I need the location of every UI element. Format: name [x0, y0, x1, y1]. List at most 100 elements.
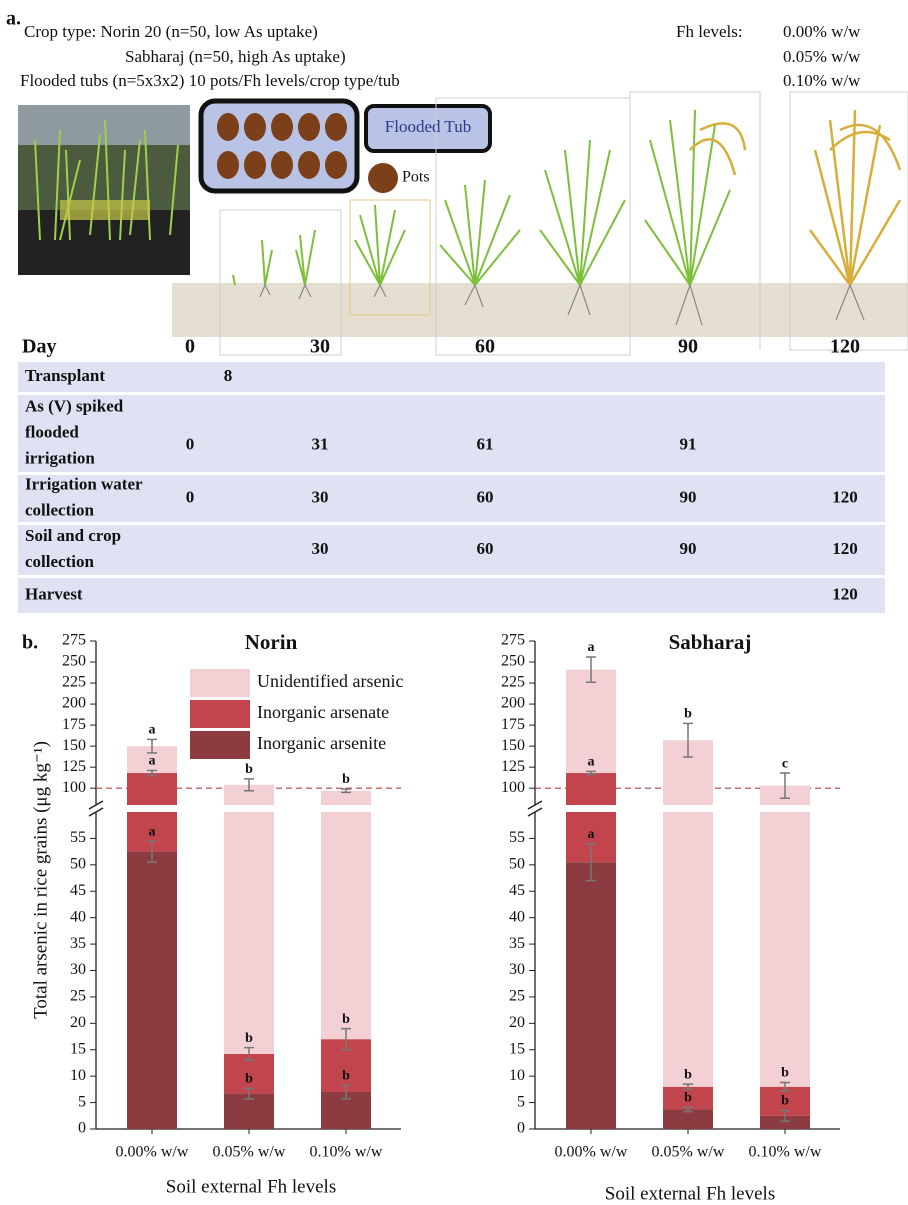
error-bar: [147, 738, 157, 754]
error-bar: [683, 722, 693, 758]
y-tick-label: 225: [62, 674, 86, 691]
significance-letter: b: [781, 1066, 789, 1081]
chart-title: Sabharaj: [669, 630, 752, 654]
growth-illustration: [172, 91, 908, 356]
error-bar: [780, 1109, 790, 1122]
significance-letter: b: [684, 707, 692, 722]
bar-segment: [760, 1115, 810, 1129]
row-label: collection: [25, 552, 94, 571]
row-cell: 8: [224, 366, 233, 385]
y-tick-label: 175: [62, 716, 86, 733]
row-cell: 91: [680, 434, 697, 453]
y-tick-label: 30: [509, 961, 525, 978]
row-cell: 120: [832, 584, 858, 603]
error-bar: [683, 1106, 693, 1113]
significance-letter: a: [149, 754, 156, 769]
bar-segment: [663, 812, 713, 1087]
y-tick-label: 10: [509, 1067, 525, 1084]
row-cell: 61: [477, 434, 494, 453]
row-cell: 0: [186, 487, 195, 506]
axis-break: [88, 800, 104, 817]
significance-letter: a: [149, 824, 156, 839]
row-label: Transplant: [25, 366, 105, 385]
fh-level: 0.10% w/w: [783, 71, 861, 90]
y-tick-label: 175: [501, 716, 525, 733]
significance-letter: b: [342, 1012, 350, 1027]
row-label: Harvest: [25, 584, 83, 603]
y-tick-label: 45: [70, 882, 86, 899]
y-tick-label: 200: [62, 695, 86, 712]
y-tick-label: 15: [509, 1040, 525, 1057]
y-tick-label: 55: [509, 829, 525, 846]
y-tick-label: 125: [501, 758, 525, 775]
y-tick-label: 5: [517, 1093, 525, 1110]
tub: [198, 98, 492, 194]
row-label: flooded: [25, 422, 79, 441]
table-row: [18, 395, 885, 472]
row-cell: 30: [312, 487, 329, 506]
error-bar: [586, 842, 596, 882]
design-text: Flooded tubs (n=5x3x2) 10 pots/Fh levels…: [20, 71, 400, 90]
error-bar: [244, 778, 254, 792]
y-tick-label: 5: [78, 1093, 86, 1110]
bar-segment: [663, 1086, 713, 1110]
y-tick-label: 40: [70, 908, 86, 925]
x-axis-title: Soil external Fh levels: [605, 1183, 775, 1204]
row-cell: 31: [312, 434, 329, 453]
axis-break: [527, 800, 543, 817]
y-tick-label: 20: [509, 1014, 525, 1031]
significance-letter: b: [781, 1094, 789, 1109]
y-tick-label: 275: [501, 632, 525, 649]
y-tick-label: 55: [70, 829, 86, 846]
x-axis-title: Soil external Fh levels: [166, 1176, 336, 1197]
y-tick-label: 35: [70, 935, 86, 952]
bar-segment: [566, 862, 616, 1129]
table-row: [18, 475, 885, 522]
chart-title: Norin: [245, 630, 298, 654]
pots-label: Pots: [402, 169, 430, 186]
significance-letter: b: [245, 1031, 253, 1046]
significance-letter: b: [342, 1068, 350, 1083]
row-cell: 90: [680, 487, 697, 506]
significance-letter: b: [245, 762, 253, 777]
row-cell: 120: [832, 539, 858, 558]
legend-swatch: [190, 700, 250, 728]
error-bar: [244, 1046, 254, 1062]
day-value: 90: [678, 336, 698, 358]
y-tick-label: 25: [70, 988, 86, 1005]
error-bar: [683, 1083, 693, 1091]
fh-level: 0.00% w/w: [783, 22, 861, 41]
row-cell: 60: [477, 539, 494, 558]
error-bar: [780, 1081, 790, 1092]
schedule-table: Transplant 8 As (V) spiked flooded irrigatio…: [18, 362, 885, 613]
fh-level: 0.05% w/w: [783, 47, 861, 66]
error-bar: [586, 656, 596, 683]
panel-label: a.: [6, 8, 21, 30]
x-tick-label: 0.05% w/w: [213, 1144, 286, 1161]
y-tick-label: 45: [509, 882, 525, 899]
bar-segment: [321, 812, 371, 1040]
day-value: 120: [830, 336, 860, 358]
y-tick-label: 150: [501, 737, 525, 754]
day-header: Day: [22, 336, 56, 358]
y-tick-label: 250: [501, 653, 525, 670]
tub-label: Flooded Tub: [385, 117, 471, 136]
error-bar: [147, 840, 157, 863]
y-tick-label: 200: [501, 695, 525, 712]
y-tick-label: 50: [70, 856, 86, 873]
fh-title: Fh levels:: [676, 22, 743, 41]
y-tick-label: 30: [70, 961, 86, 978]
significance-letter: a: [588, 827, 595, 842]
y-axis-title: Total arsenic in rice grains (μg kg⁻¹): [30, 741, 51, 1019]
error-bar: [341, 788, 351, 794]
day-value: 30: [310, 336, 330, 358]
row-cell: 0: [186, 434, 195, 453]
bar-segment: [321, 790, 371, 805]
y-tick-label: 10: [70, 1067, 86, 1084]
error-bar: [244, 1087, 254, 1100]
x-tick-label: 0.10% w/w: [310, 1144, 383, 1161]
table-row: [18, 578, 885, 613]
bar-segment: [566, 773, 616, 805]
y-tick-label: 100: [62, 779, 86, 796]
table-row: [18, 362, 885, 392]
